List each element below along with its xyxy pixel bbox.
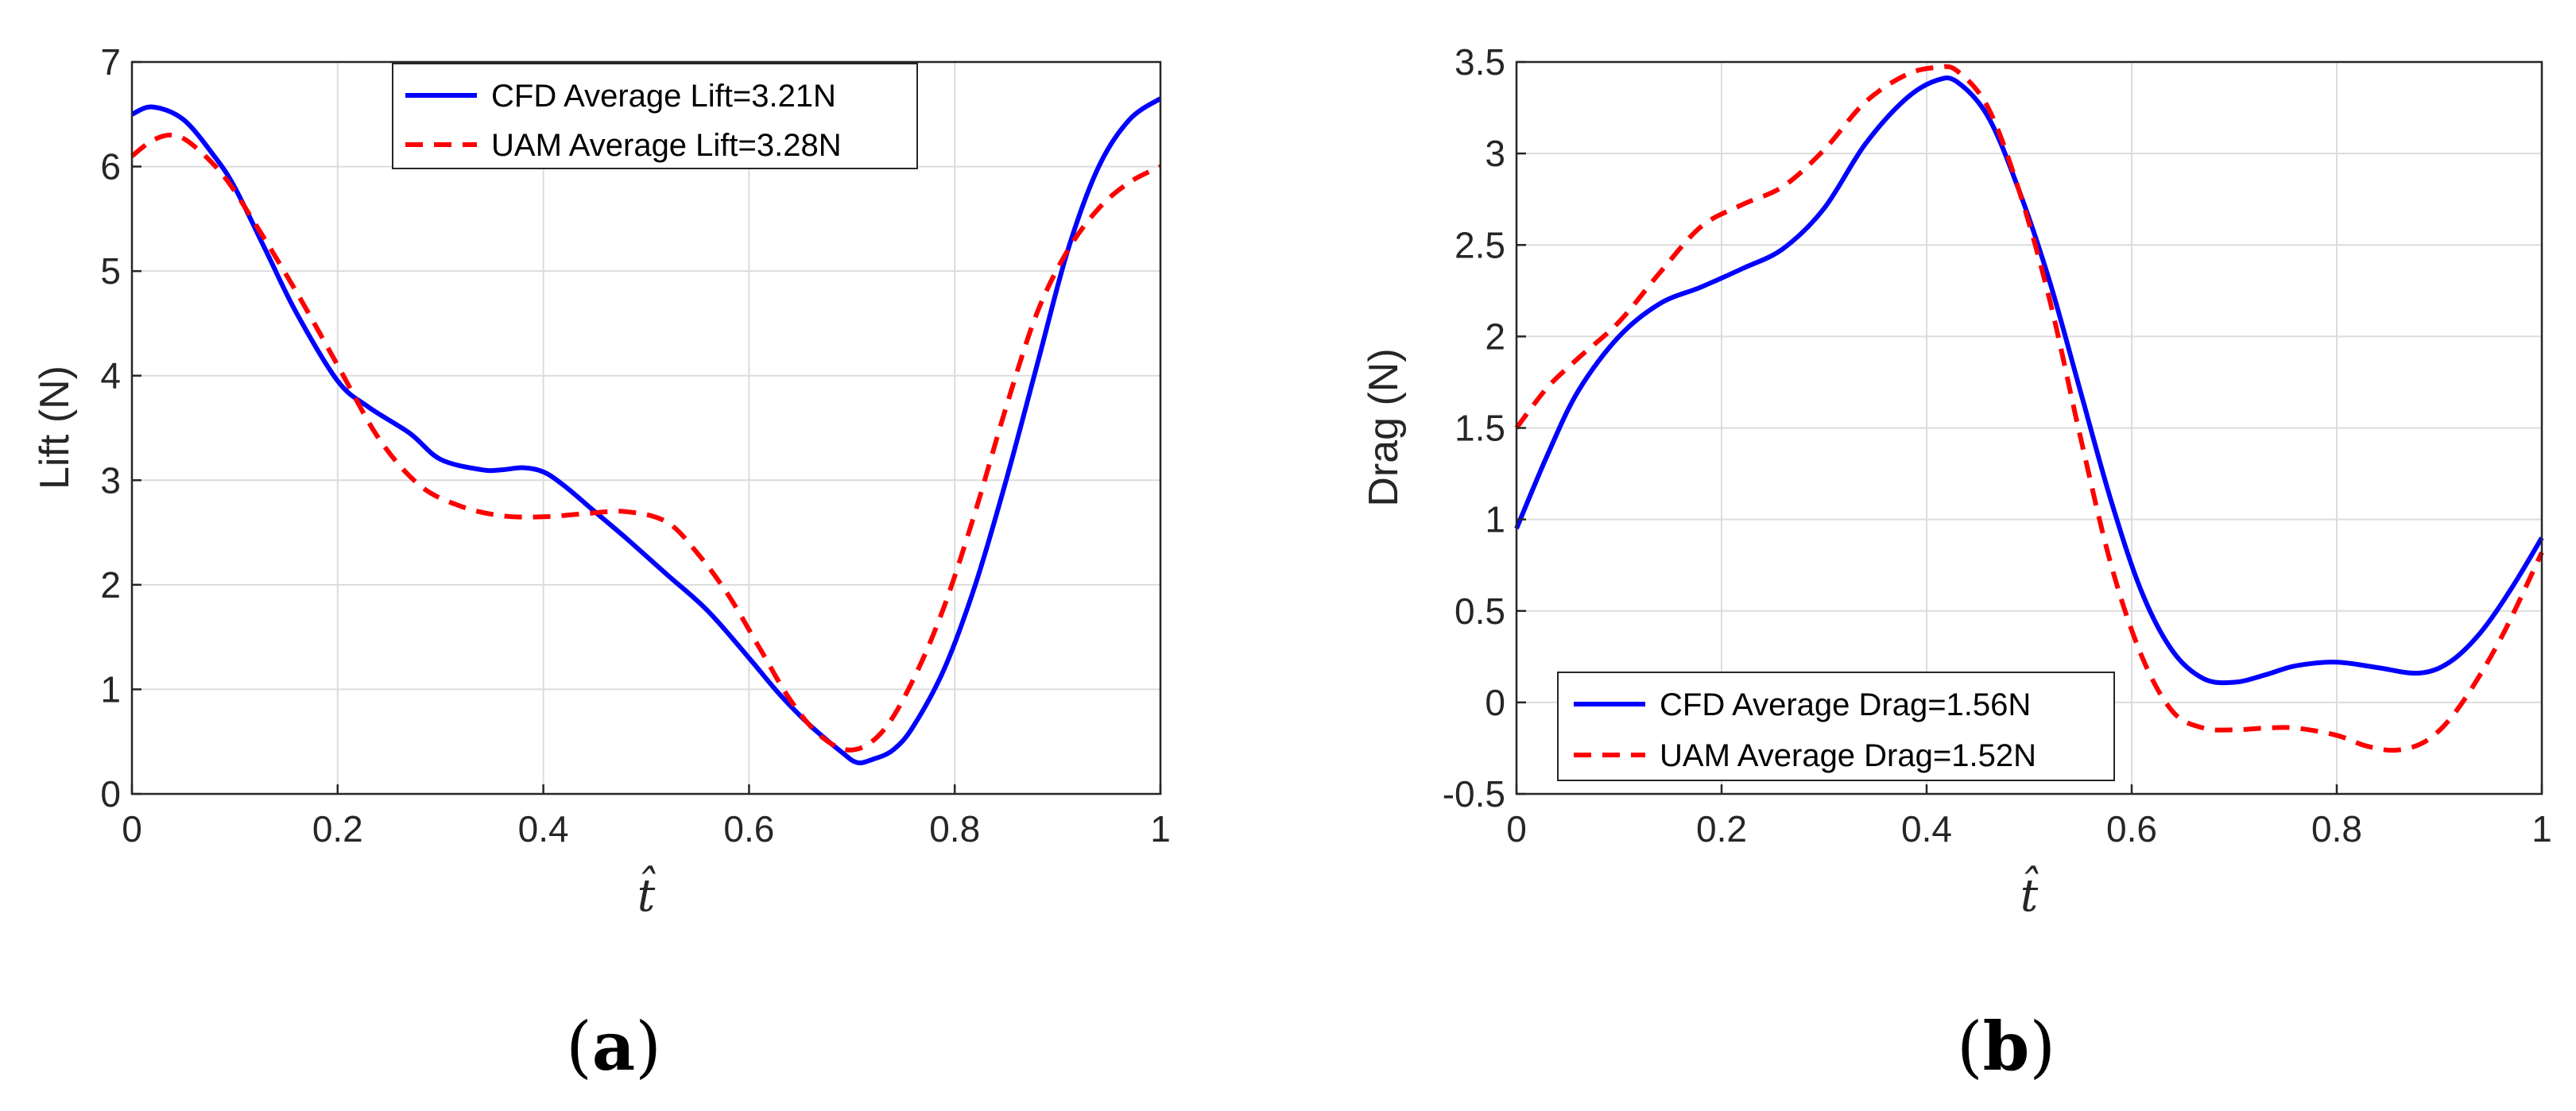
panel-a-x-tick-label: 0.6 <box>723 808 774 850</box>
panel-a: 0 0.2 0.4 0.6 0.8 1 0 1 2 3 4 5 6 7 Lift (N) t̂ CFD … <box>32 41 1171 1086</box>
panel-a-y-tick-label: 1 <box>100 668 121 710</box>
panel-a-caption-letter: a <box>592 1007 635 1086</box>
panel-a-legend-label-uam: UAM Average Lift=3.28N <box>491 128 842 163</box>
panel-b-y-tick-label: 3 <box>1485 133 1505 174</box>
panel-b-caption-letter: b <box>1983 1007 2030 1086</box>
panel-a-legend-label-cfd: CFD Average Lift=3.21N <box>491 79 836 114</box>
panel-a-legend-box <box>392 63 918 169</box>
panel-a-x-tick-label: 0.8 <box>929 808 980 850</box>
panel-b-x-tick-label: 0.6 <box>2106 808 2157 850</box>
panel-b-series <box>1514 64 2544 753</box>
panel-b-x-tick-label: 0 <box>1506 808 1527 850</box>
panel-b-series-uam-line <box>1514 64 2544 753</box>
panel-a-x-tick-label: 0.4 <box>518 808 569 850</box>
panel-a-legend[interactable]: CFD Average Lift=3.21N UAM Average Lift=… <box>392 63 918 169</box>
panel-a-y-axis-label: Lift (N) <box>32 366 78 490</box>
panel-b-x-ticks: 0 0.2 0.4 0.6 0.8 1 <box>1506 784 2552 850</box>
panel-b-y-tick-label: 1.5 <box>1455 408 1505 449</box>
panel-a-y-tick-label: 6 <box>100 146 121 188</box>
panel-a-series-uam-line <box>130 132 1162 753</box>
panel-b-y-tick-label: 2.5 <box>1455 224 1505 265</box>
panel-b-legend-label-cfd: CFD Average Drag=1.56N <box>1660 687 2031 722</box>
panel-a-y-tick-label: 5 <box>100 250 121 292</box>
panel-b-x-tick-label: 0.2 <box>1696 808 1747 850</box>
panel-a-y-ticks: 0 1 2 3 4 5 6 7 <box>100 41 141 815</box>
panel-a-grid <box>132 62 1160 794</box>
panel-b-y-tick-label: -0.5 <box>1443 773 1505 815</box>
panel-a-caption: (a) <box>566 1007 661 1086</box>
panel-b-y-axis-label: Drag (N) <box>1361 348 1407 506</box>
panel-b-x-tick-label: 1 <box>2531 808 2552 850</box>
panel-b-y-tick-label: 1 <box>1485 499 1505 540</box>
panel-a-series-cfd-line <box>130 96 1162 765</box>
panel-a-y-tick-label: 4 <box>100 355 121 397</box>
panel-b-x-tick-label: 0.8 <box>2311 808 2362 850</box>
panel-a-x-ticks: 0 0.2 0.4 0.6 0.8 1 <box>122 784 1171 850</box>
panel-a-y-tick-label: 2 <box>100 564 121 606</box>
panel-b-y-tick-label: 0.5 <box>1455 590 1505 632</box>
panel-b-y-tick-label: 3.5 <box>1455 41 1505 83</box>
panel-b-y-ticks: -0.5 0 0.5 1 1.5 2 2.5 3 3.5 <box>1443 41 1526 815</box>
panel-b: 0 0.2 0.4 0.6 0.8 1 -0.500.511.522.533.5 Drag… <box>1361 41 2552 1086</box>
panel-b-series-cfd-line <box>1514 75 2544 686</box>
panel-a-x-tick-label: 0.2 <box>312 808 363 850</box>
panel-a-y-tick-label: 7 <box>100 41 121 83</box>
panel-b-x-axis-label: t̂ <box>2020 865 2039 922</box>
panel-b-legend[interactable]: CFD Average Drag=1.56N UAM Average Drag=… <box>1557 672 2115 781</box>
panel-b-legend-box <box>1557 672 2115 781</box>
panel-b-caption: (b) <box>1957 1007 2055 1086</box>
panel-a-x-axis-label: t̂ <box>637 865 656 922</box>
panel-b-legend-label-uam: UAM Average Drag=1.52N <box>1660 738 2036 773</box>
panel-b-x-tick-label: 0.4 <box>1901 808 1952 850</box>
panel-a-series <box>130 96 1162 765</box>
panel-a-plot-area <box>132 62 1160 794</box>
panel-a-x-tick-label: 0 <box>122 808 142 850</box>
panel-b-y-tick-label: 2 <box>1485 315 1505 357</box>
panel-a-x-tick-label: 1 <box>1150 808 1171 850</box>
panel-a-y-tick-label: 0 <box>100 773 121 815</box>
panel-a-axes-box <box>130 60 1162 796</box>
panel-a-y-tick-label: 3 <box>100 459 121 501</box>
panel-b-y-tick-label: 0 <box>1485 682 1505 723</box>
